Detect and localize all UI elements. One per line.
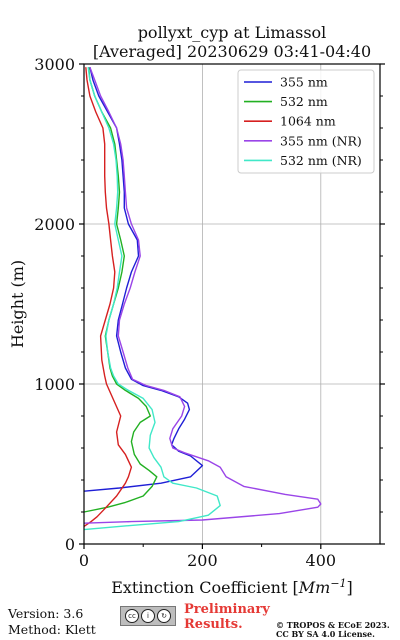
series-line-532-nm bbox=[83, 67, 158, 513]
cc-icon: cc bbox=[125, 609, 139, 623]
y-tick-label: 0 bbox=[65, 535, 75, 554]
series-line-532-nm-nr- bbox=[83, 67, 221, 531]
copyright-text: © TROPOS & ECoE 2023. bbox=[276, 620, 390, 630]
x-tick-label: 200 bbox=[187, 551, 218, 570]
x-tick-label: 400 bbox=[306, 551, 337, 570]
sa-icon: ↻ bbox=[157, 609, 171, 623]
y-tick-label: 2000 bbox=[34, 215, 75, 234]
cc-license-badge: cc i ↻ bbox=[120, 606, 176, 626]
legend-label: 532 nm bbox=[280, 94, 328, 109]
license-text: CC BY SA 4.0 License. bbox=[276, 629, 375, 639]
chart-title-line2: [Averaged] 20230629 03:41-04:40 bbox=[93, 42, 371, 61]
extinction-chart: pollyxt_cyp at Limassol [Averaged] 20230… bbox=[8, 23, 385, 597]
x-tick-label: 0 bbox=[79, 551, 89, 570]
y-tick-label: 3000 bbox=[34, 55, 75, 74]
legend: 355 nm 532 nm 1064 nm 355 nm (NR) 532 nm (NR… bbox=[237, 69, 375, 174]
series-line-355-nm-nr- bbox=[83, 66, 322, 524]
plot-frame bbox=[83, 63, 381, 545]
chart-title-line1: pollyxt_cyp at Limassol bbox=[138, 23, 327, 42]
legend-label: 532 nm (NR) bbox=[280, 153, 362, 168]
y-axis-label: Height (m) bbox=[8, 260, 27, 348]
preliminary-label-line1: Preliminary bbox=[184, 602, 270, 617]
preliminary-label-line2: Results. bbox=[184, 617, 243, 632]
legend-label: 355 nm (NR) bbox=[280, 133, 362, 148]
legend-box bbox=[237, 69, 375, 174]
by-icon: i bbox=[141, 609, 155, 623]
series-lines bbox=[83, 66, 322, 531]
method-text: Method: Klett bbox=[8, 622, 96, 637]
legend-label: 1064 nm bbox=[280, 114, 336, 129]
axis-ticks: 0 200 400 0 1000 2000 3000 bbox=[34, 55, 385, 570]
y-tick-label: 1000 bbox=[34, 375, 75, 394]
x-axis-label: Extinction Coefficient [Mm−1] bbox=[111, 577, 353, 597]
series-line-355-nm bbox=[83, 67, 204, 492]
version-text: Version: 3.6 bbox=[8, 606, 84, 621]
legend-label: 355 nm bbox=[280, 75, 328, 90]
series-line-1064-nm bbox=[83, 67, 133, 527]
